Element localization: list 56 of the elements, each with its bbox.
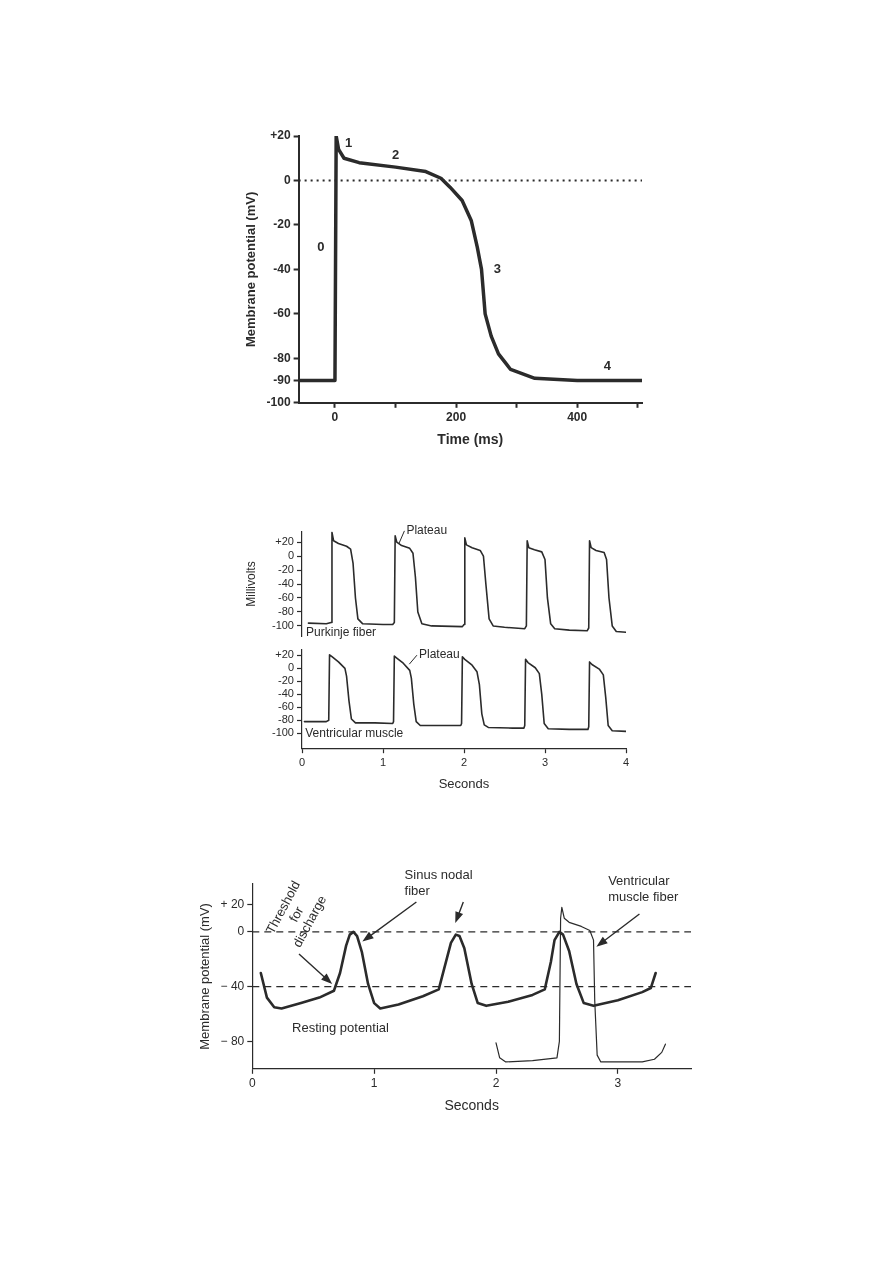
y-tick-label: -100 bbox=[271, 726, 294, 739]
y-tick-label: -40 bbox=[278, 577, 294, 590]
x-tick-label: 0 bbox=[248, 1076, 256, 1091]
y-tick-label: +20 bbox=[275, 535, 294, 548]
y-tick-label: -80 bbox=[278, 713, 294, 726]
y-tick-label: + 20 bbox=[220, 896, 245, 911]
series-label: Purkinje fiber bbox=[306, 625, 377, 640]
x-tick-label: 1 bbox=[370, 1076, 378, 1091]
y-axis-title: Millivolts bbox=[243, 561, 258, 607]
y-tick-label: − 80 bbox=[220, 1033, 245, 1048]
x-tick-label: 1 bbox=[379, 755, 387, 768]
y-tick-label: +20 bbox=[270, 128, 291, 143]
y-tick-label: +20 bbox=[275, 648, 294, 661]
x-tick-label: 0 bbox=[298, 755, 306, 768]
annotation: 4 bbox=[603, 358, 612, 374]
y-axis-title: Membrane potential (mV) bbox=[243, 191, 259, 348]
text: Ventricular muscle fiber bbox=[608, 872, 679, 904]
x-tick-label: 400 bbox=[567, 410, 588, 425]
annotation: 0 bbox=[317, 238, 325, 254]
annotation: Plateau bbox=[406, 523, 448, 538]
y-tick-label: -80 bbox=[278, 604, 294, 617]
y-tick-label: -80 bbox=[273, 350, 291, 365]
y-tick-label: -20 bbox=[273, 217, 291, 232]
annotation: Resting potential bbox=[292, 1020, 390, 1036]
y-axis-title: Membrane potential (mV) bbox=[197, 903, 213, 1050]
annotation: 2 bbox=[391, 146, 400, 162]
y-tick-label: -40 bbox=[273, 261, 291, 276]
x-tick-label: 3 bbox=[614, 1076, 622, 1091]
x-axis-title: Time (ms) bbox=[437, 431, 504, 448]
y-tick-label: -20 bbox=[278, 674, 294, 687]
x-tick-label: 200 bbox=[446, 410, 467, 425]
y-tick-label: -90 bbox=[273, 372, 291, 387]
y-tick-label: -60 bbox=[278, 591, 294, 603]
y-tick-label: -60 bbox=[273, 306, 291, 321]
x-tick-label: 2 bbox=[460, 755, 468, 768]
x-axis-title: Seconds bbox=[444, 1097, 499, 1114]
y-tick-label: − 40 bbox=[220, 978, 245, 993]
x-axis-title: Seconds bbox=[438, 775, 490, 791]
y-tick-label: 0 bbox=[287, 661, 294, 674]
y-tick-label: -100 bbox=[266, 395, 291, 410]
y-tick-label: -40 bbox=[278, 687, 294, 700]
x-tick-label: 0 bbox=[331, 410, 339, 425]
y-tick-label: -20 bbox=[278, 563, 294, 576]
y-tick-label: 0 bbox=[283, 172, 291, 187]
series-label: Ventricular muscle bbox=[305, 725, 404, 740]
annotation: 1 bbox=[344, 134, 353, 150]
y-tick-label: 0 bbox=[287, 549, 294, 562]
annotation: 3 bbox=[493, 260, 501, 276]
y-tick-label: -60 bbox=[278, 700, 294, 713]
x-tick-label: 2 bbox=[492, 1076, 500, 1091]
x-tick-label: 4 bbox=[622, 755, 630, 768]
x-tick-label: 3 bbox=[541, 755, 549, 768]
y-tick-label: 0 bbox=[237, 924, 245, 939]
annotation: Plateau bbox=[418, 647, 460, 662]
y-tick-label: -100 bbox=[271, 618, 294, 631]
text: Sinus nodal fiber bbox=[404, 867, 473, 899]
